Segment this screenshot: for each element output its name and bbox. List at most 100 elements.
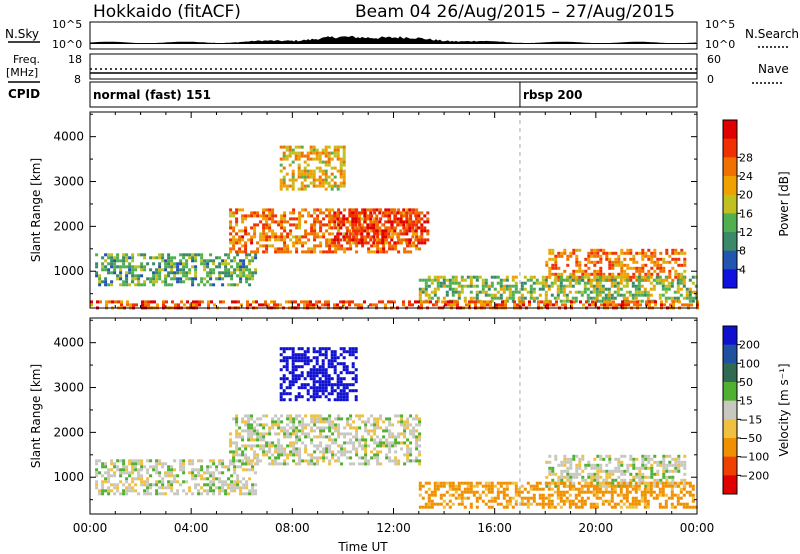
data-cell [114,300,117,304]
data-cell [589,278,593,282]
data-cell [265,220,269,224]
data-cell [155,492,159,496]
data-cell [355,226,359,230]
data-cell [141,300,144,304]
data-cell [608,454,612,458]
data-cell [292,432,296,436]
data-cell [613,278,617,282]
data-cell [514,490,518,494]
data-cell [457,281,461,285]
data-cell [460,275,464,279]
data-cell [336,151,340,155]
data-cell [297,151,301,155]
data-cell [556,296,560,300]
data-cell [454,496,458,500]
data-cell [632,463,636,467]
data-cell [325,435,329,439]
data-cell [417,238,421,242]
data-cell [688,484,692,488]
data-cell [418,438,422,442]
data-cell [487,490,491,494]
data-cell [227,477,231,481]
data-cell [98,489,102,493]
data-cell [456,300,459,304]
data-cell [508,290,512,294]
data-cell [254,268,258,272]
data-cell [280,235,284,239]
data-cell [366,226,370,230]
data-cell [393,211,397,215]
data-cell [333,303,336,307]
data-cell [303,300,306,304]
data-cell [128,489,132,493]
data-cell [629,275,633,279]
data-cell [511,284,515,288]
data-cell [581,475,585,479]
data-cell [342,347,346,351]
data-cell [158,486,162,490]
data-cell [161,480,165,484]
data-cell [659,251,663,255]
data-cell [616,281,620,285]
data-cell [387,235,391,239]
data-cell [454,281,458,285]
data-cell [236,253,240,257]
data-cell [312,145,316,149]
data-cell [469,284,473,288]
data-cell [472,490,476,494]
data-cell [590,272,594,276]
data-cell [319,444,323,448]
data-cell [113,492,117,496]
data-cell [349,438,353,442]
data-cell [310,229,314,233]
data-cell [188,486,192,490]
data-cell [324,300,327,304]
data-cell [291,347,295,351]
data-cell [282,377,286,381]
data-cell [245,480,249,484]
data-cell [282,359,286,363]
data-cell [635,475,639,479]
data-cell [505,487,509,491]
data-cell [544,481,548,485]
data-cell [629,472,633,476]
data-cell [411,229,415,233]
data-cell [337,247,341,251]
data-cell [630,300,633,304]
data-cell [626,272,630,276]
data-cell [451,502,455,506]
data-cell [256,247,260,251]
data-cell [457,493,461,497]
data-cell [617,469,621,473]
data-cell [185,253,189,257]
data-cell [685,481,689,485]
data-cell [384,211,388,215]
data-cell [363,208,367,212]
data-cell [532,484,536,488]
data-cell [599,457,603,461]
data-cell [595,490,599,494]
data-cell [254,489,258,493]
data-cell [325,238,329,242]
data-cell [345,392,349,396]
data-cell [553,278,557,282]
data-cell [331,441,335,445]
data-cell [107,492,111,496]
data-cell [394,232,398,236]
data-cell [430,290,434,294]
data-cell [333,214,337,218]
data-cell [333,365,337,369]
data-cell [549,300,552,304]
data-cell [291,181,295,185]
data-cell [649,287,653,291]
data-cell [150,300,153,304]
data-cell [161,492,165,496]
data-cell [370,438,374,442]
data-cell [120,300,123,304]
data-cell [342,148,346,152]
data-cell [322,429,326,433]
data-cell [379,444,383,448]
data-cell [113,262,117,266]
data-cell [247,414,251,418]
data-cell [354,389,358,393]
